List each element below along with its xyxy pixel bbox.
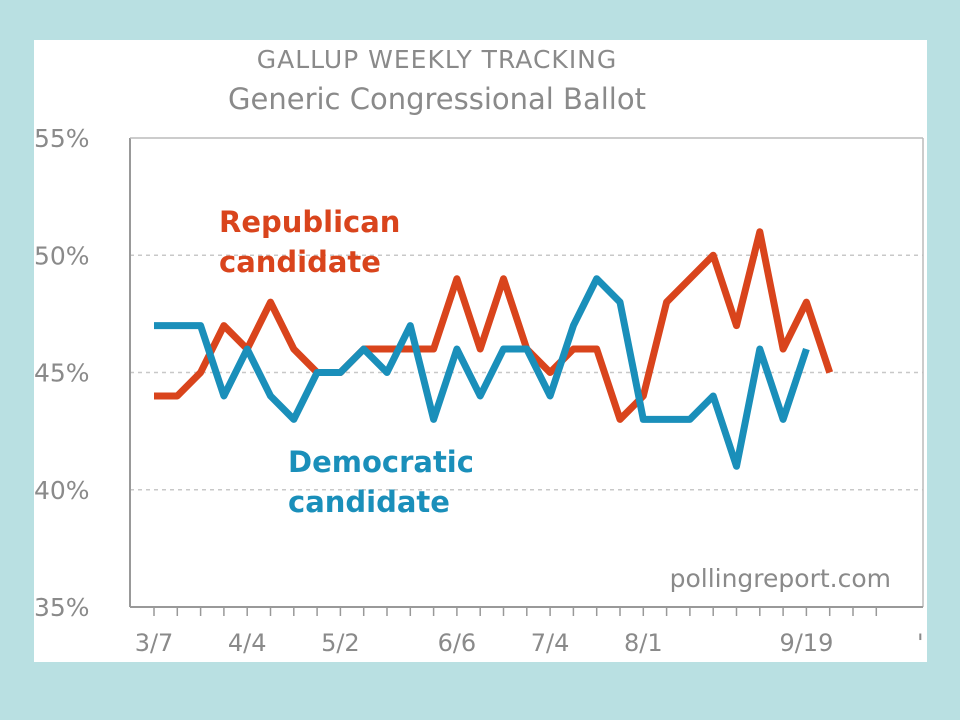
y-tick-label: 50% (34, 241, 90, 270)
annotation-democratic: Democratic candidate (288, 445, 474, 519)
x-tick-label: 4/4 (228, 629, 267, 657)
annotation-republican-line1: Republican (219, 205, 400, 239)
annotation-democratic-line2: candidate (288, 485, 450, 519)
x-tick-label: 5/2 (321, 629, 360, 657)
x-tick-label: 9/19 (779, 629, 833, 657)
x-ticks (153, 607, 878, 616)
line-chart: 55% 50% 45% 40% 35% 3/7 4/4 5/2 6/6 7/4 8/1 9/19 R… (34, 124, 924, 657)
annotation-democratic-line1: Democratic (288, 445, 474, 479)
chart-panel: GALLUP WEEKLY TRACKING Generic Congressi… (34, 40, 927, 662)
chart-subtitle: Generic Congressional Ballot (228, 82, 646, 116)
series-lines (154, 228, 834, 470)
series-line (154, 228, 834, 423)
x-tick-label: 3/7 (135, 629, 174, 657)
x-tick-label: 7/4 (531, 629, 570, 657)
x-trailing-mark: ' (917, 629, 924, 657)
y-tick-label: 55% (34, 124, 90, 153)
credit-text: pollingreport.com (670, 564, 891, 593)
series-line (154, 275, 810, 470)
x-tick-labels: 3/7 4/4 5/2 6/6 7/4 8/1 9/19 (135, 629, 834, 657)
x-tick-label: 6/6 (438, 629, 477, 657)
chart-title: GALLUP WEEKLY TRACKING (256, 45, 618, 74)
annotation-republican: Republican candidate (219, 205, 400, 279)
x-tick-label: 8/1 (624, 629, 663, 657)
annotation-republican-line2: candidate (219, 245, 381, 279)
y-tick-labels: 55% 50% 45% 40% 35% (34, 124, 90, 622)
y-tick-label: 45% (34, 359, 90, 388)
grid-lines (130, 254, 923, 491)
y-tick-label: 35% (34, 593, 90, 622)
y-tick-label: 40% (34, 476, 90, 505)
